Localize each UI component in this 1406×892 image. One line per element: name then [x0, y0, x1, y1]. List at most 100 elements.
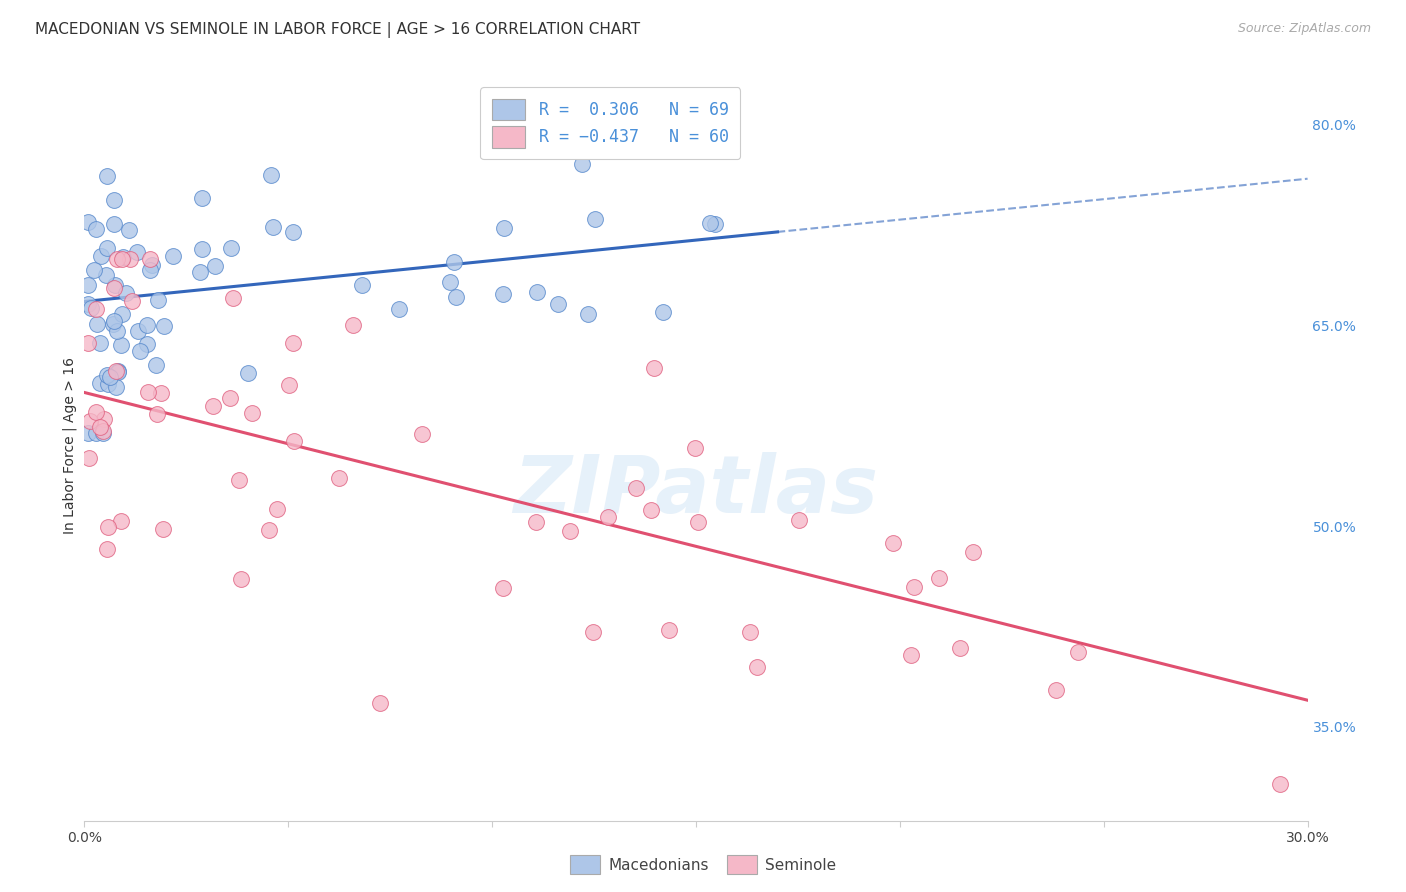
- Point: [1045, 683, 1067, 698]
- Point: [77, 335, 100, 350]
- Point: [492, 286, 515, 301]
- Point: [96, 368, 118, 382]
- Point: [111, 307, 134, 321]
- Point: [77, 450, 100, 465]
- Point: [368, 696, 391, 710]
- Point: [80, 301, 103, 316]
- Point: [643, 360, 665, 375]
- Point: [526, 285, 548, 300]
- Point: [107, 365, 129, 379]
- Point: [704, 217, 727, 231]
- Point: [903, 580, 925, 594]
- Point: [79, 414, 101, 428]
- Point: [882, 536, 904, 550]
- Point: [547, 297, 569, 311]
- Point: [89, 376, 111, 391]
- Point: [91, 425, 114, 440]
- Point: [77, 215, 100, 229]
- Point: [281, 336, 304, 351]
- Point: [112, 250, 135, 264]
- Point: [900, 648, 922, 663]
- Point: [162, 249, 184, 263]
- Point: [115, 286, 138, 301]
- Point: [626, 481, 648, 495]
- Point: [191, 243, 214, 257]
- Point: [86, 318, 108, 332]
- Point: [105, 380, 128, 394]
- Point: [219, 391, 242, 405]
- Point: [411, 427, 433, 442]
- Point: [439, 275, 461, 289]
- Point: [229, 573, 252, 587]
- Point: [328, 471, 350, 485]
- Point: [558, 524, 581, 538]
- Point: [83, 262, 105, 277]
- Point: [96, 542, 118, 557]
- Point: [96, 241, 118, 255]
- Point: [97, 377, 120, 392]
- Point: [104, 278, 127, 293]
- Point: [103, 218, 125, 232]
- Point: [387, 302, 409, 317]
- Point: [84, 222, 107, 236]
- Point: [77, 425, 100, 440]
- Point: [153, 319, 176, 334]
- Point: [145, 359, 167, 373]
- Point: [110, 514, 132, 528]
- Point: [219, 241, 242, 255]
- Point: [107, 363, 129, 377]
- Point: [84, 425, 107, 440]
- Point: [283, 434, 305, 449]
- Point: [686, 515, 709, 529]
- Point: [103, 281, 125, 295]
- Point: [640, 503, 662, 517]
- Point: [492, 221, 515, 235]
- Point: [105, 324, 128, 338]
- Point: [709, 108, 731, 122]
- Point: [787, 513, 810, 527]
- Point: [281, 225, 304, 239]
- Point: [110, 338, 132, 352]
- Point: [96, 169, 118, 183]
- Legend: R =  0.306   N = 69, R = −0.437   N = 60: R = 0.306 N = 69, R = −0.437 N = 60: [481, 87, 741, 159]
- Text: MACEDONIAN VS SEMINOLE IN LABOR FORCE | AGE > 16 CORRELATION CHART: MACEDONIAN VS SEMINOLE IN LABOR FORCE | …: [35, 22, 640, 38]
- Point: [228, 473, 250, 487]
- Point: [91, 424, 114, 438]
- Point: [94, 268, 117, 282]
- Legend: Macedonians, Seminole: Macedonians, Seminole: [564, 849, 842, 880]
- Point: [202, 399, 225, 413]
- Point: [105, 252, 128, 266]
- Point: [651, 305, 673, 319]
- Point: [103, 193, 125, 207]
- Point: [1067, 645, 1090, 659]
- Point: [576, 307, 599, 321]
- Point: [596, 509, 619, 524]
- Point: [148, 293, 170, 308]
- Point: [962, 545, 984, 559]
- Point: [352, 278, 374, 293]
- Y-axis label: In Labor Force | Age > 16: In Labor Force | Age > 16: [63, 358, 77, 534]
- Point: [685, 441, 707, 455]
- Point: [101, 317, 124, 331]
- Point: [120, 252, 142, 266]
- Point: [110, 252, 132, 266]
- Point: [1268, 777, 1291, 791]
- Point: [190, 190, 212, 204]
- Point: [118, 223, 141, 237]
- Point: [125, 244, 148, 259]
- Point: [240, 406, 263, 420]
- Point: [136, 384, 159, 399]
- Point: [104, 363, 127, 377]
- Point: [949, 640, 972, 655]
- Point: [77, 297, 100, 311]
- Point: [146, 407, 169, 421]
- Point: [89, 420, 111, 434]
- Point: [342, 318, 364, 333]
- Point: [222, 292, 245, 306]
- Point: [491, 581, 513, 595]
- Point: [524, 516, 547, 530]
- Point: [583, 212, 606, 227]
- Point: [257, 524, 280, 538]
- Point: [90, 249, 112, 263]
- Point: [571, 157, 593, 171]
